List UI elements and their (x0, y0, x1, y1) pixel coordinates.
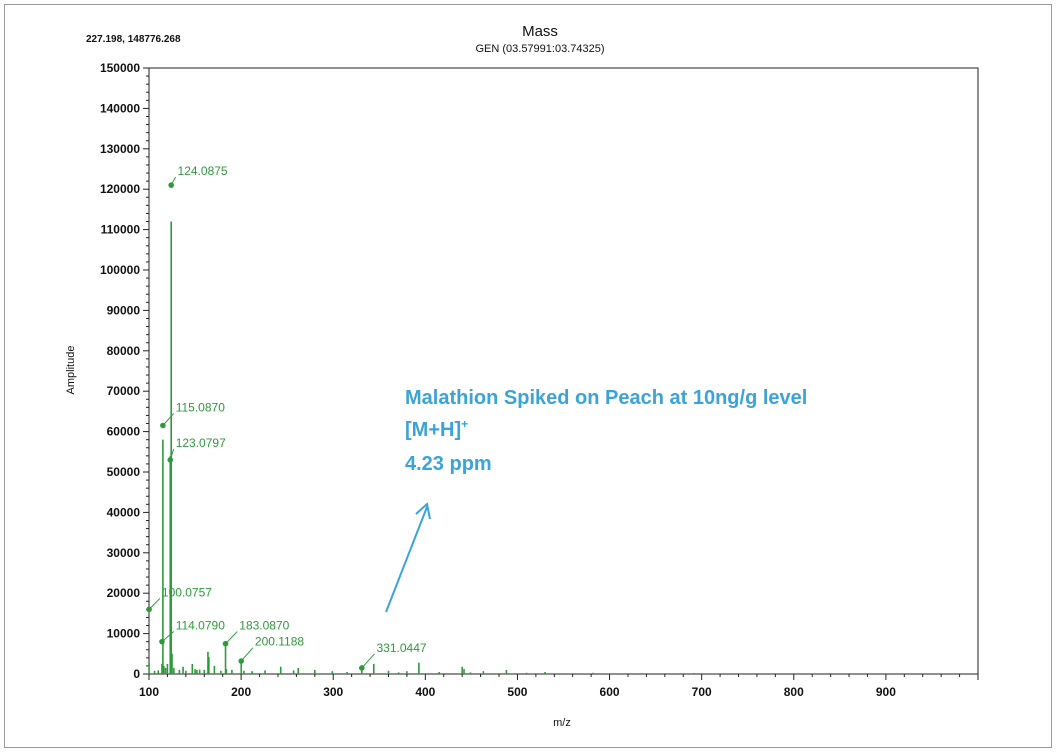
peak-marker (238, 658, 245, 664)
x-tick-label: 500 (507, 685, 527, 699)
y-tick-label: 150000 (100, 61, 140, 75)
x-axis-ticks: 100 200 300 400 500 600 700 800 900 (139, 674, 979, 699)
chart-subtitle: GEN (03.57991:03.74325) (475, 43, 604, 55)
x-axis-label: m/z (553, 717, 571, 729)
peak-label: 200.1188 (255, 635, 304, 649)
x-tick-label: 600 (600, 685, 620, 699)
annotation-ion: [M+H] (405, 419, 461, 441)
y-tick-label: 100000 (100, 263, 140, 277)
y-tick-label: 110000 (101, 223, 141, 237)
peak-label: 123.0797 (176, 436, 226, 450)
y-tick-label: 60000 (107, 425, 141, 439)
y-tick-label: 130000 (100, 142, 140, 156)
peak-label-leader (361, 653, 375, 669)
annotation-charge: + (461, 417, 468, 431)
y-axis-ticks: 0 10000 20000 30000 40000 50000 60000 70000 8000… (100, 61, 149, 681)
peak-label: 331.0447 (377, 641, 427, 655)
peak-marker (359, 665, 365, 671)
x-tick-label: 400 (415, 685, 435, 699)
x-tick-label: 100 (139, 685, 159, 699)
x-tick-label: 300 (323, 685, 343, 699)
y-tick-label: 40000 (107, 505, 141, 519)
peak-label: 114.0790 (176, 619, 225, 633)
spectrum-peaks (148, 221, 760, 674)
peak-marker (222, 640, 229, 647)
peak-marker (146, 606, 152, 613)
x-tick-label: 900 (876, 685, 896, 699)
y-tick-label: 30000 (107, 546, 141, 560)
peak-labels: 124.0875 115.0870 123.0797 100.0757 114.0790… (146, 164, 427, 671)
y-tick-label: 90000 (107, 303, 141, 317)
peak-marker (160, 422, 166, 429)
annotation-arrow (385, 506, 428, 613)
peak-marker (167, 457, 174, 463)
y-tick-label: 120000 (100, 182, 140, 196)
y-tick-label: 10000 (107, 627, 141, 641)
peak-marker (168, 182, 174, 188)
peak-marker (159, 638, 165, 645)
y-tick-label: 20000 (107, 586, 141, 600)
y-tick-label: 0 (133, 667, 140, 681)
plot-area: 0 10000 20000 30000 40000 50000 60000 70000 8000… (100, 61, 979, 699)
y-tick-label: 80000 (107, 344, 141, 358)
annotation-line-3: 4.23 ppm (405, 453, 492, 475)
cursor-readout: 227.198, 148776.268 (86, 34, 181, 45)
peak-label-leader (240, 647, 254, 662)
chart-title: Mass (522, 23, 558, 40)
annotation-line-2: [M+H]+ (405, 417, 468, 441)
annotation-arrow-head (415, 502, 431, 520)
x-tick-label: 800 (784, 685, 804, 699)
peak-label-leader (225, 631, 238, 645)
y-tick-label: 70000 (107, 384, 141, 398)
chart-frame (4, 4, 1052, 748)
annotation-line-1: Malathion Spiked on Peach at 10ng/g leve… (405, 387, 807, 409)
peak-label: 124.0875 (178, 164, 228, 178)
peak-label: 115.0870 (176, 400, 225, 414)
y-tick-label: 50000 (107, 465, 141, 479)
x-tick-label: 200 (231, 685, 251, 699)
plot-border (148, 67, 979, 675)
x-tick-label: 700 (692, 685, 712, 699)
peak-label: 100.0757 (162, 585, 212, 599)
y-tick-label: 140000 (100, 101, 140, 115)
annotation: Malathion Spiked on Peach at 10ng/g leve… (385, 387, 807, 613)
peak-label: 183.0870 (239, 619, 289, 633)
y-axis-label: Amplitude (65, 346, 77, 395)
